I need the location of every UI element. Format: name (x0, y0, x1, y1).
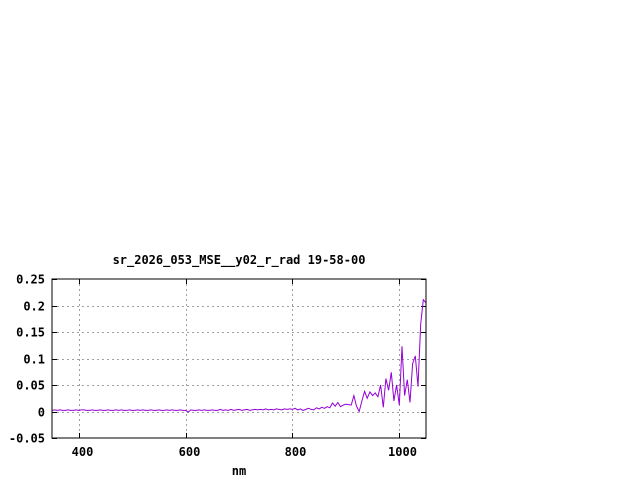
plot-frame (51, 278, 427, 439)
y-tick-label: 0.15 (16, 326, 45, 340)
y-tick-label: 0.2 (23, 300, 45, 314)
x-tick-label: 1000 (388, 445, 417, 459)
y-tick-label: 0.25 (16, 273, 45, 287)
x-tick-label: 400 (72, 445, 94, 459)
y-tick-label: -0.05 (9, 432, 45, 446)
y-tick-label: 0.1 (23, 353, 45, 367)
y-tick-label: 0.05 (16, 379, 45, 393)
series-line (51, 298, 427, 413)
chart-title: sr_2026_053_MSE__y02_r_rad 19-58-00 (113, 253, 366, 268)
x-tick-label: 800 (285, 445, 307, 459)
x-axis-label: nm (232, 464, 246, 478)
grid (52, 279, 426, 438)
x-tick-label: 600 (179, 445, 201, 459)
axis-ticks: -0.05 0 0.05 0.1 0.15 0.2 0.25 400 600 800 1000 (9, 273, 426, 459)
y-tick-label: 0 (38, 406, 45, 420)
